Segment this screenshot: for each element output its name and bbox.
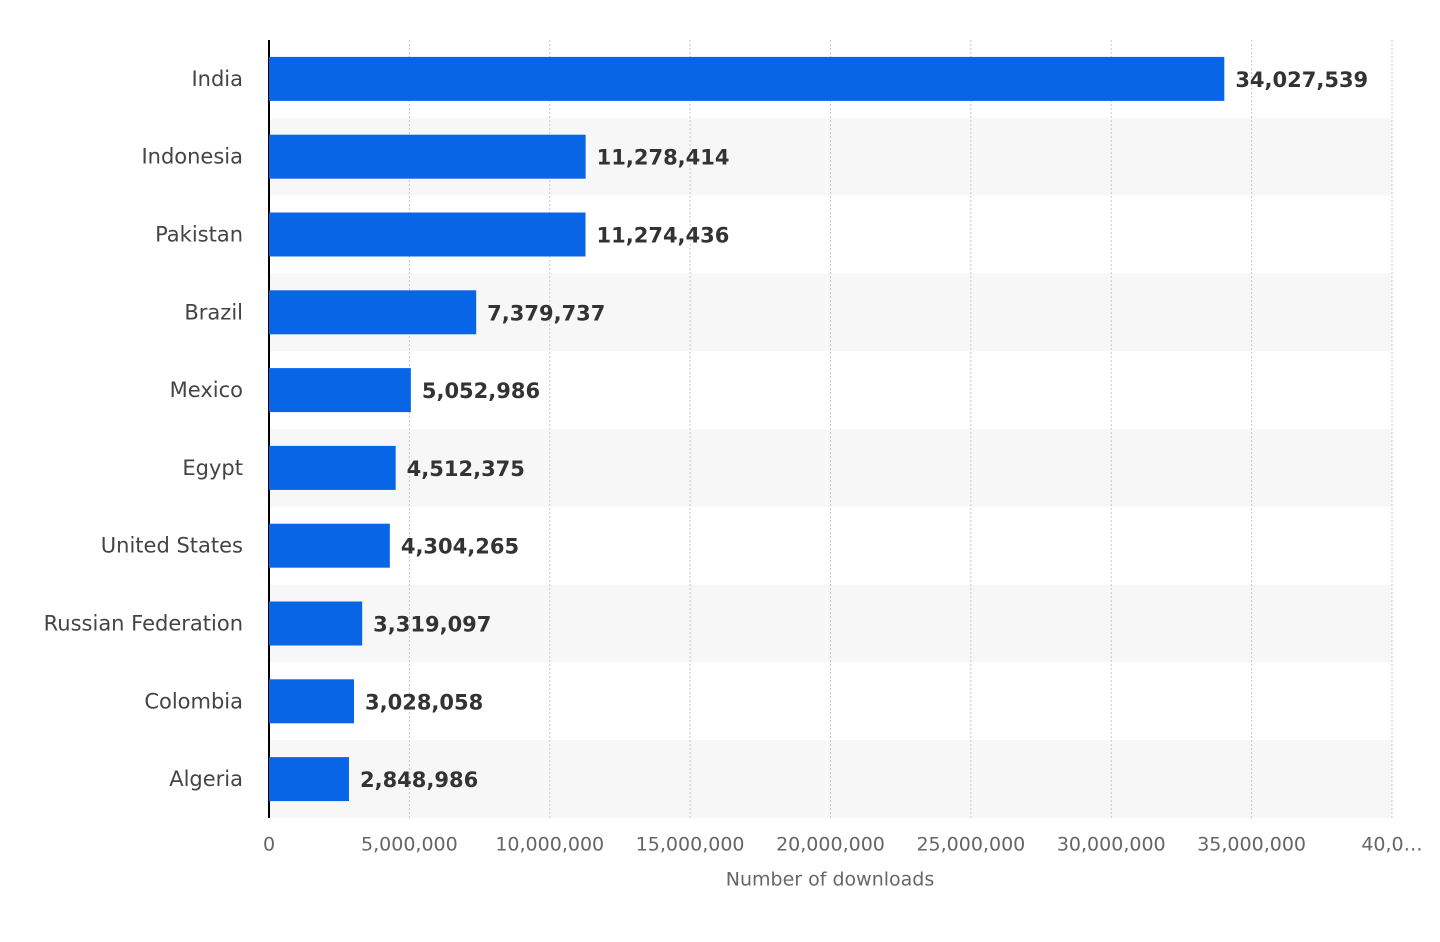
y-tick-label: United States bbox=[101, 534, 243, 558]
y-tick-label: India bbox=[191, 67, 243, 91]
value-label: 34,027,539 bbox=[1235, 68, 1368, 92]
y-tick-label: Colombia bbox=[144, 689, 243, 713]
value-label: 4,304,265 bbox=[401, 535, 519, 559]
bar bbox=[269, 368, 411, 413]
bar bbox=[269, 679, 355, 724]
value-label: 7,379,737 bbox=[487, 301, 605, 325]
bar bbox=[269, 56, 1225, 101]
value-label: 3,319,097 bbox=[373, 613, 491, 637]
bar bbox=[269, 757, 349, 802]
x-tick-label: 0 bbox=[263, 834, 275, 856]
y-tick-label: Pakistan bbox=[155, 223, 243, 247]
bar bbox=[269, 290, 477, 335]
x-tick-label: 25,000,000 bbox=[916, 834, 1025, 856]
y-tick-label: Indonesia bbox=[141, 145, 243, 169]
x-tick-label: 15,000,000 bbox=[636, 834, 745, 856]
value-label: 11,278,414 bbox=[597, 146, 730, 170]
value-label: 3,028,058 bbox=[365, 690, 483, 714]
value-label: 5,052,986 bbox=[422, 379, 540, 403]
x-axis-label: Number of downloads bbox=[726, 869, 935, 891]
value-label: 4,512,375 bbox=[407, 457, 525, 481]
y-tick-label: Brazil bbox=[184, 300, 243, 324]
x-tick-label: 20,000,000 bbox=[776, 834, 885, 856]
x-tick-label: 10,000,000 bbox=[495, 834, 604, 856]
y-tick-label: Algeria bbox=[169, 767, 243, 791]
x-tick-label: 35,000,000 bbox=[1197, 834, 1306, 856]
bar bbox=[269, 212, 586, 257]
y-tick-label: Mexico bbox=[170, 378, 243, 402]
x-tick-label: 40,0… bbox=[1361, 834, 1422, 856]
x-tick-label: 5,000,000 bbox=[361, 834, 458, 856]
value-label: 11,274,436 bbox=[597, 224, 730, 248]
bar bbox=[269, 445, 396, 490]
bar bbox=[269, 601, 363, 646]
y-tick-label: Egypt bbox=[182, 456, 243, 480]
bar bbox=[269, 134, 586, 179]
value-label: 2,848,986 bbox=[360, 768, 478, 792]
y-tick-label: Russian Federation bbox=[44, 612, 243, 636]
bar bbox=[269, 523, 390, 568]
x-tick-label: 30,000,000 bbox=[1057, 834, 1166, 856]
